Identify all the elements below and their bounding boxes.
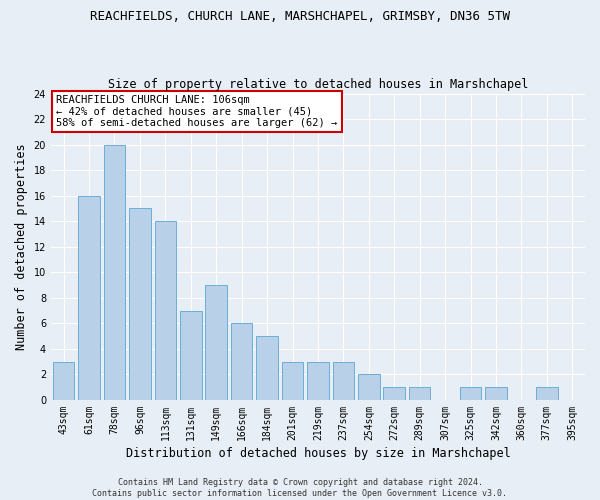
- Bar: [180, 310, 202, 400]
- Bar: [104, 144, 125, 400]
- Bar: [536, 387, 557, 400]
- Bar: [53, 362, 74, 400]
- Bar: [155, 221, 176, 400]
- Bar: [282, 362, 304, 400]
- Bar: [485, 387, 507, 400]
- Bar: [332, 362, 354, 400]
- Bar: [78, 196, 100, 400]
- Bar: [256, 336, 278, 400]
- Text: REACHFIELDS, CHURCH LANE, MARSHCHAPEL, GRIMSBY, DN36 5TW: REACHFIELDS, CHURCH LANE, MARSHCHAPEL, G…: [90, 10, 510, 23]
- Text: Contains HM Land Registry data © Crown copyright and database right 2024.
Contai: Contains HM Land Registry data © Crown c…: [92, 478, 508, 498]
- Bar: [307, 362, 329, 400]
- Title: Size of property relative to detached houses in Marshchapel: Size of property relative to detached ho…: [108, 78, 528, 91]
- Bar: [129, 208, 151, 400]
- Bar: [358, 374, 380, 400]
- Text: REACHFIELDS CHURCH LANE: 106sqm
← 42% of detached houses are smaller (45)
58% of: REACHFIELDS CHURCH LANE: 106sqm ← 42% of…: [56, 95, 338, 128]
- X-axis label: Distribution of detached houses by size in Marshchapel: Distribution of detached houses by size …: [125, 447, 511, 460]
- Bar: [383, 387, 405, 400]
- Bar: [460, 387, 481, 400]
- Bar: [231, 324, 253, 400]
- Bar: [205, 285, 227, 400]
- Bar: [409, 387, 430, 400]
- Y-axis label: Number of detached properties: Number of detached properties: [15, 144, 28, 350]
